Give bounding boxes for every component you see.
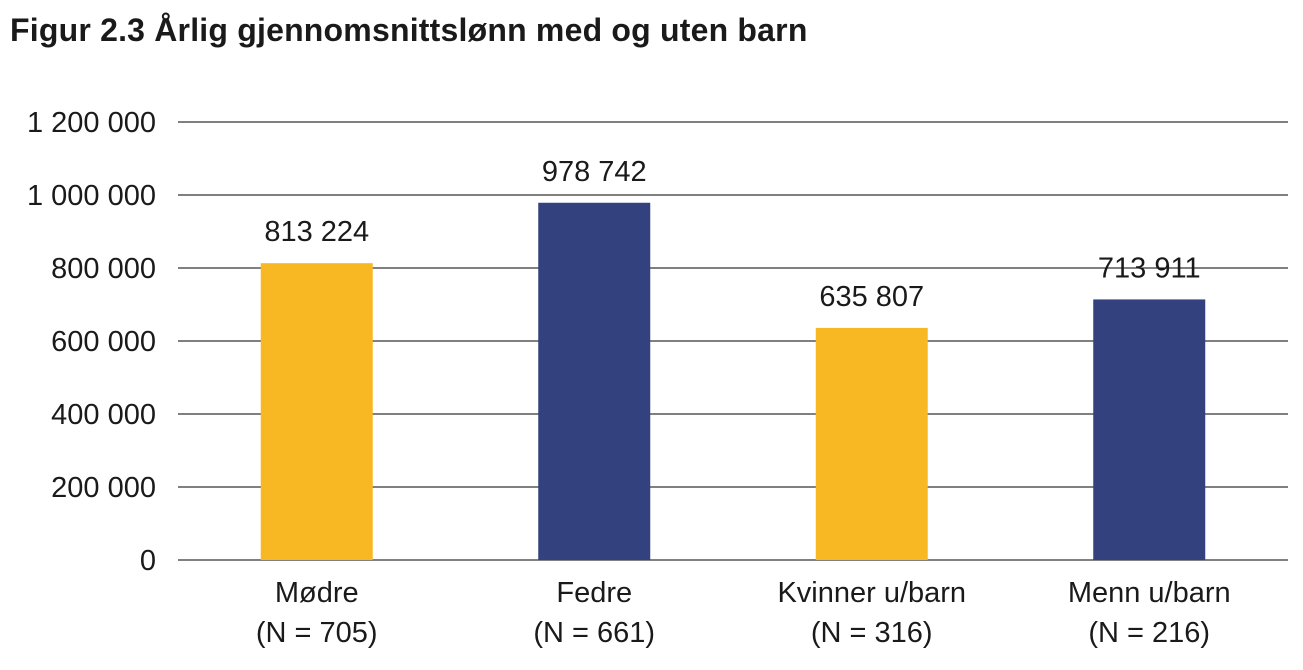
y-tick-label: 400 000 xyxy=(51,399,156,431)
data-label: 978 742 xyxy=(542,156,647,188)
bar xyxy=(1093,299,1206,560)
y-tick-label: 1 200 000 xyxy=(27,107,156,139)
x-category-count: (N = 316) xyxy=(811,617,933,649)
data-label: 635 807 xyxy=(819,281,924,313)
data-label: 713 911 xyxy=(1098,252,1201,284)
bar xyxy=(260,263,373,560)
chart-title: Figur 2.3 Årlig gjennomsnittslønn med og… xyxy=(10,12,808,48)
data-label: 813 224 xyxy=(264,216,369,248)
y-tick-label: 800 000 xyxy=(51,253,156,285)
x-category-label: Fedre xyxy=(556,577,632,609)
bar xyxy=(815,327,928,560)
bar xyxy=(538,202,651,561)
y-tick-label: 200 000 xyxy=(51,472,156,504)
x-category-count: (N = 705) xyxy=(256,617,378,649)
y-tick-label: 1 000 000 xyxy=(27,180,156,212)
x-category-label: Mødre xyxy=(275,577,359,609)
y-tick-label: 0 xyxy=(140,545,156,577)
x-category-count: (N = 661) xyxy=(533,617,655,649)
x-category-count: (N = 216) xyxy=(1088,617,1210,649)
x-category-label: Kvinner u/barn xyxy=(777,577,966,609)
y-tick-label: 600 000 xyxy=(51,326,156,358)
x-category-label: Menn u/barn xyxy=(1068,577,1231,609)
